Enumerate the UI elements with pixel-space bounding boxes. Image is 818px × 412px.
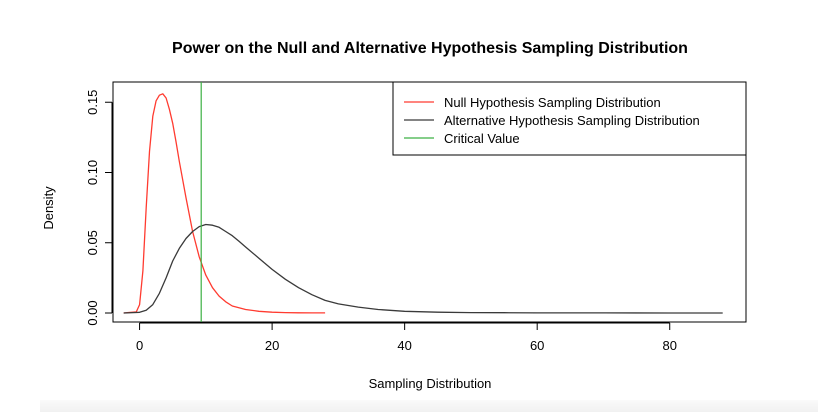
null-distribution-line bbox=[123, 93, 326, 314]
legend-entry-null: Null Hypothesis Sampling Distribution bbox=[444, 95, 661, 110]
bottom-shadow-strip bbox=[40, 400, 818, 412]
y-tick-label: 0.05 bbox=[85, 230, 100, 255]
x-tick-label: 40 bbox=[397, 338, 411, 353]
legend-entry-alternative: Alternative Hypothesis Sampling Distribu… bbox=[444, 113, 700, 128]
y-tick-label: 0.15 bbox=[85, 90, 100, 115]
y-axis-label: Density bbox=[41, 186, 56, 230]
x-tick-label: 80 bbox=[662, 338, 676, 353]
x-tick-label: 20 bbox=[265, 338, 279, 353]
series-layer bbox=[123, 82, 723, 322]
y-axis: 0.00 0.05 0.10 0.15 bbox=[85, 90, 113, 326]
legend-entry-critical: Critical Value bbox=[444, 131, 520, 146]
legend-box bbox=[392, 81, 747, 156]
y-tick-label: 0.00 bbox=[85, 300, 100, 325]
alternative-distribution-line bbox=[123, 223, 723, 314]
x-tick-label: 60 bbox=[530, 338, 544, 353]
x-axis: 0 20 40 60 80 bbox=[136, 322, 677, 353]
x-axis-label: Sampling Distribution bbox=[369, 376, 492, 391]
legend: Null Hypothesis Sampling Distribution Al… bbox=[392, 81, 747, 156]
y-tick-label: 0.10 bbox=[85, 160, 100, 185]
x-tick-label: 0 bbox=[136, 338, 143, 353]
chart-title: Power on the Null and Alternative Hypoth… bbox=[172, 40, 688, 57]
